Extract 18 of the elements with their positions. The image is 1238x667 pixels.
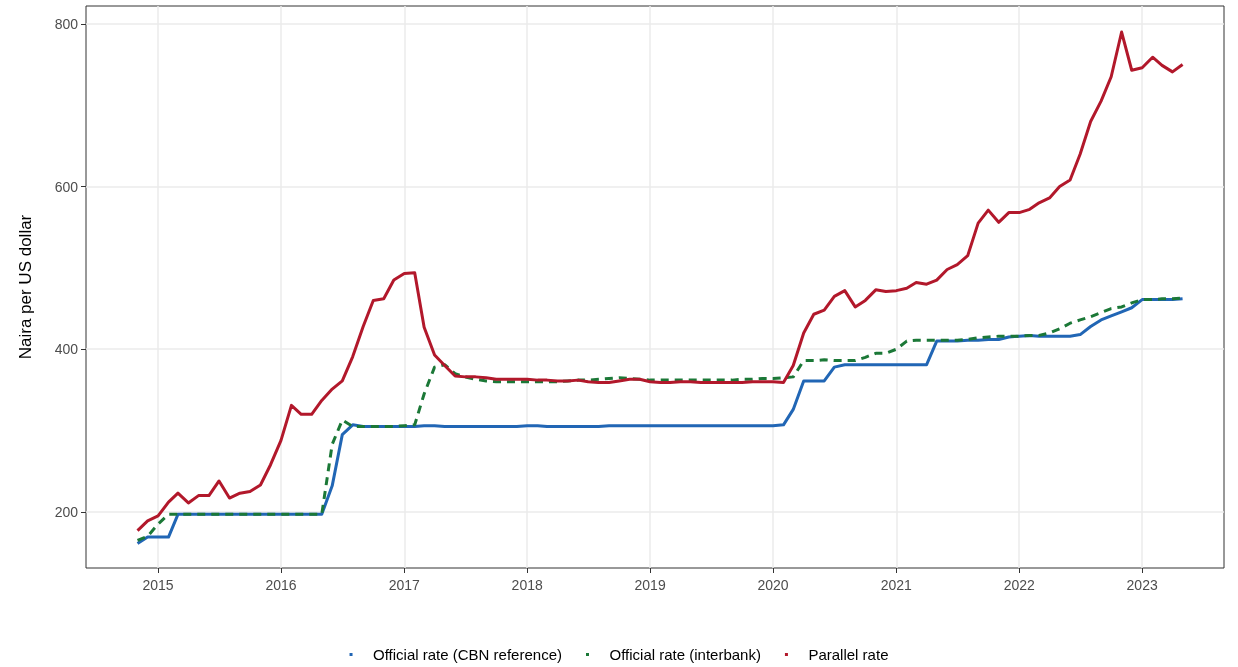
x-tick-label: 2015 — [142, 577, 174, 593]
line-series — [136, 30, 1185, 533]
x-tick-label: 2017 — [388, 577, 421, 593]
legend-label: Parallel rate — [808, 646, 889, 663]
x-tick-label: 2022 — [1003, 577, 1036, 593]
y-tick-label: 400 — [54, 341, 79, 358]
y-tick-label: 800 — [54, 15, 79, 32]
y-tick-label: 600 — [54, 178, 79, 195]
x-tick-label: 2016 — [265, 577, 297, 593]
y-tick-label: 200 — [54, 503, 79, 520]
legend-label: Official rate (interbank) — [609, 646, 761, 663]
x-tick-label: 2021 — [880, 577, 913, 593]
legend-label: Official rate (CBN reference) — [373, 646, 562, 663]
x-tick-label: 2023 — [1126, 577, 1158, 593]
x-tick-label: 2020 — [757, 577, 789, 593]
x-tick-label: 2019 — [634, 577, 666, 593]
y-axis-title: Naira per US dollar — [16, 214, 35, 360]
x-tick-label: 2018 — [511, 577, 543, 593]
